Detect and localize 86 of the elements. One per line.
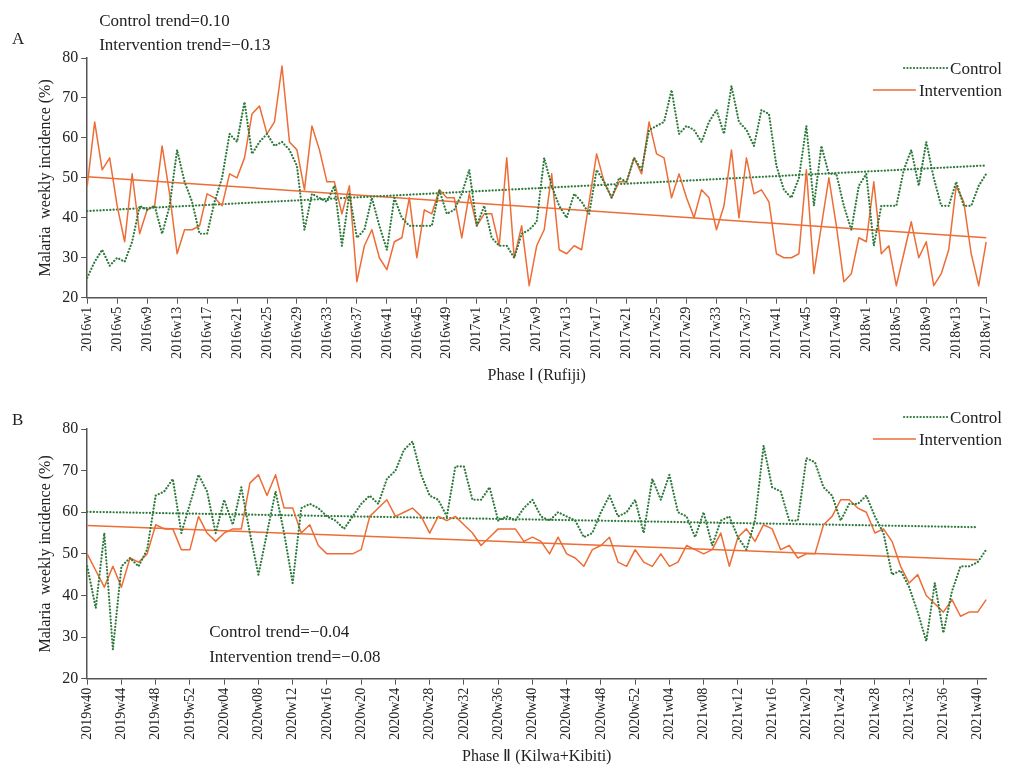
x-tick-label: 2020w52 (626, 687, 642, 740)
x-tick-label: 2016w41 (378, 306, 394, 359)
x-tick-label: 2017w9 (528, 306, 544, 352)
x-tick-label: 2020w24 (387, 687, 403, 740)
y-tick-label: 50 (62, 168, 79, 186)
x-tick-label: 2017w17 (588, 306, 604, 359)
x-axis-title: Phase Ⅱ (Kilwa+Kibiti) (461, 746, 612, 765)
x-tick-label: 2017w49 (828, 306, 844, 359)
chart-title: A (12, 29, 25, 48)
text: Control trend=0.10 (99, 11, 230, 30)
x-tick-label: 2017w33 (708, 306, 724, 359)
x-tick-label: 2016w37 (348, 306, 364, 359)
x-tick-label: 2016w29 (288, 306, 304, 359)
x-tick-label: 2019w48 (147, 687, 163, 740)
x-axis-title: Phase Ⅰ (Rufiji) (487, 365, 586, 384)
x-tick-label: 2016w25 (258, 306, 274, 359)
x-tick-label: 2021w04 (661, 687, 677, 740)
y-tick-label: 20 (62, 287, 79, 305)
y-axis-title: Malaria weekly incidence (%) (35, 455, 54, 653)
y-tick-label: 20 (62, 668, 79, 686)
x-tick-label: 2017w5 (498, 306, 514, 352)
x-tick-label: 2019w44 (113, 687, 129, 740)
x-tick-label: 2018w13 (947, 306, 963, 359)
x-tick-label: 2020w04 (215, 687, 231, 740)
x-tick-label: 2020w40 (524, 687, 540, 740)
x-tick-label: 2017w45 (798, 306, 814, 359)
x-tick-label: 2021w28 (866, 687, 882, 740)
y-tick-label: 70 (62, 460, 79, 478)
x-tick-label: 2021w20 (798, 687, 814, 740)
y-axis-title: Malaria weekly incidence (%) (35, 79, 54, 277)
x-tick-label: 2016w21 (228, 306, 244, 359)
x-tick-label: 2017w37 (738, 306, 754, 359)
text: Intervention trend=−0.13 (99, 35, 271, 54)
x-tick-label: 2016w49 (438, 306, 454, 359)
y-tick-label: 30 (62, 627, 79, 645)
x-tick-label: 2020w32 (455, 687, 471, 740)
legend-label: Intervention (918, 430, 1003, 449)
x-tick-label: 2016w1 (78, 306, 94, 352)
x-tick-label: 2021w08 (695, 687, 711, 740)
y-tick-label: 70 (62, 88, 79, 106)
x-tick-label: 2018w9 (917, 306, 933, 352)
annotation: Control trend=−0.04 (209, 621, 350, 641)
y-tick-label: 40 (62, 208, 79, 225)
x-tick-label: 2020w20 (352, 687, 368, 740)
x-tick-label: 2021w16 (763, 687, 779, 740)
x-tick-label: 2021w24 (832, 687, 848, 740)
x-tick-label: 2021w12 (729, 687, 745, 740)
y-tick-label: 50 (62, 544, 79, 562)
x-tick-label: 2021w40 (969, 687, 985, 740)
x-tick-label: 2020w48 (592, 687, 608, 740)
x-tick-label: 2016w5 (108, 306, 124, 352)
x-tick-label: 2016w33 (318, 306, 334, 359)
x-tick-label: 2017w13 (558, 306, 574, 359)
x-tick-label: 2016w45 (408, 306, 424, 359)
x-tick-label: 2017w21 (618, 306, 634, 359)
x-tick-label: 2021w32 (900, 687, 916, 740)
x-tick-label: 2020w36 (489, 687, 505, 740)
y-tick-label: 80 (62, 48, 79, 66)
x-tick-label: 2018w17 (977, 306, 993, 359)
x-tick-label: 2020w44 (558, 687, 574, 740)
y-tick-label: 60 (62, 502, 79, 520)
x-tick-label: 2020w16 (318, 687, 334, 740)
x-tick-label: 2018w1 (858, 306, 874, 352)
legend-label: Intervention (918, 81, 1003, 100)
y-tick-label: 30 (62, 247, 79, 265)
x-tick-label: 2021w36 (935, 687, 951, 740)
chart-title: B (12, 410, 24, 429)
x-tick-label: 2017w41 (768, 306, 784, 359)
x-tick-label: 2019w40 (78, 687, 94, 740)
x-tick-label: 2016w17 (198, 306, 214, 359)
x-tick-label: 2020w12 (284, 687, 300, 740)
x-tick-label: 2016w13 (168, 306, 184, 359)
x-tick-label: 2020w28 (421, 687, 437, 740)
x-tick-label: 2018w5 (887, 306, 903, 352)
x-tick-label: 2017w25 (648, 306, 664, 359)
x-tick-label: 2019w52 (181, 687, 197, 740)
annotation: Intervention trend=−0.08 (209, 646, 381, 666)
y-tick-label: 40 (62, 585, 79, 603)
x-tick-label: 2017w29 (678, 306, 694, 359)
x-tick-label: 2017w1 (468, 306, 484, 352)
x-tick-label: 2020w08 (250, 687, 266, 740)
y-tick-label: 60 (62, 128, 79, 146)
legend-label: Control (950, 408, 1003, 427)
y-tick-label: 80 (62, 419, 79, 437)
x-tick-label: 2016w9 (138, 306, 154, 352)
legend-label: Control (950, 59, 1003, 78)
